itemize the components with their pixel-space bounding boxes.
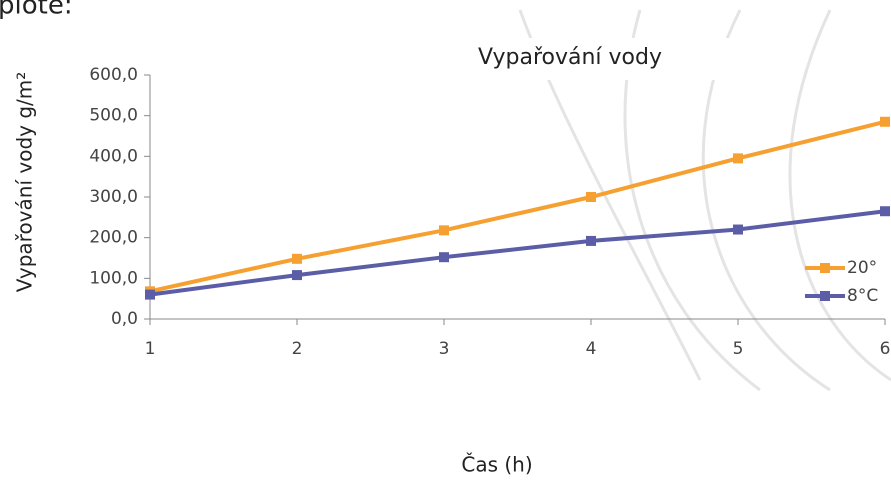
data-point [880,206,890,216]
legend-label: 8°C [847,286,878,306]
legend-marker [820,263,830,273]
y-tick-label: 600,0 [89,65,138,85]
y-tick-label: 200,0 [89,228,138,248]
y-tick-label: 400,0 [89,146,138,166]
data-point [733,153,743,163]
y-tick-label: 300,0 [89,187,138,207]
x-tick-label: 6 [880,339,891,359]
data-point [292,270,302,280]
y-tick-label: 0,0 [111,309,138,329]
chart: plotě: Vypařování vody Vypařování vody g… [0,0,891,483]
series-line [150,211,885,294]
x-tick-label: 3 [439,339,450,359]
data-point [439,252,449,262]
data-point [733,225,743,235]
chart-title: Vypařování vody [478,45,662,70]
data-point [586,236,596,246]
data-point [145,290,155,300]
y-axis-label: Vypařování vody g/m² [13,72,37,293]
page-text: plotě: [0,0,73,21]
x-tick-label: 4 [586,339,597,359]
y-tick-label: 100,0 [89,268,138,288]
plot: 0,0 100,0 200,0 300,0 400,0 500,0 600,0 1 2 3 4 5 6 2… [89,65,890,359]
x-tick-label: 5 [733,339,744,359]
x-tick-label: 1 [145,339,156,359]
series-line [150,122,885,292]
data-point [586,192,596,202]
data-point [439,225,449,235]
data-point [292,254,302,264]
legend-marker [820,291,830,301]
data-point [880,117,890,127]
x-tick-label: 2 [292,339,303,359]
x-axis-label: Čas (h) [461,453,532,477]
legend-label: 20° [847,258,877,278]
y-tick-label: 500,0 [89,106,138,126]
